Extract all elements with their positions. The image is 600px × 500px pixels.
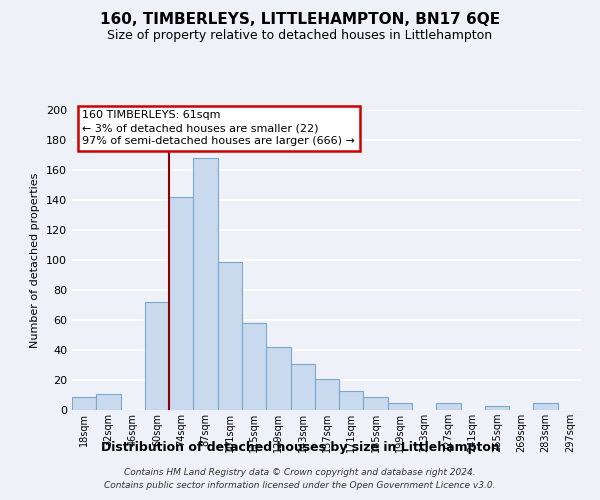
Bar [436,402,461,410]
Bar [96,394,121,410]
Bar [72,396,96,410]
Bar [169,197,193,410]
Bar [145,302,169,410]
Bar [193,158,218,410]
Text: Contains HM Land Registry data © Crown copyright and database right 2024.: Contains HM Land Registry data © Crown c… [124,468,476,477]
Bar [290,364,315,410]
Text: 160 TIMBERLEYS: 61sqm
← 3% of detached houses are smaller (22)
97% of semi-detac: 160 TIMBERLEYS: 61sqm ← 3% of detached h… [82,110,355,146]
Bar [533,402,558,410]
Text: 160, TIMBERLEYS, LITTLEHAMPTON, BN17 6QE: 160, TIMBERLEYS, LITTLEHAMPTON, BN17 6QE [100,12,500,28]
Text: Contains public sector information licensed under the Open Government Licence v3: Contains public sector information licen… [104,482,496,490]
Bar [242,323,266,410]
Bar [315,378,339,410]
Y-axis label: Number of detached properties: Number of detached properties [31,172,40,348]
Text: Size of property relative to detached houses in Littlehampton: Size of property relative to detached ho… [107,29,493,42]
Bar [339,390,364,410]
Bar [218,262,242,410]
Bar [388,402,412,410]
Bar [266,347,290,410]
Bar [364,396,388,410]
Text: Distribution of detached houses by size in Littlehampton: Distribution of detached houses by size … [101,441,499,454]
Bar [485,406,509,410]
